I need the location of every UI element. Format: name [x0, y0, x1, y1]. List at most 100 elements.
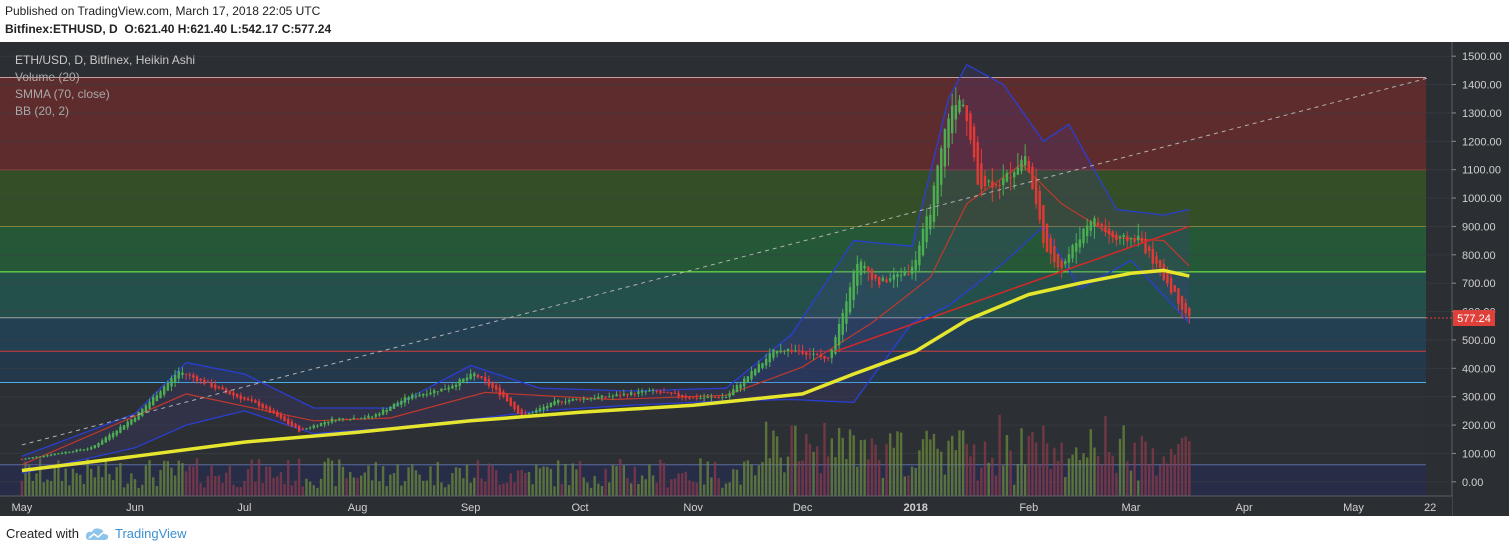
volume-bar	[670, 479, 673, 496]
candle-body	[480, 376, 483, 378]
volume-bar	[122, 487, 126, 496]
volume-bar	[794, 425, 797, 496]
volume-bar	[170, 467, 173, 496]
candle-body	[1005, 172, 1009, 182]
candle-body	[170, 378, 173, 387]
candle-body	[1122, 234, 1125, 237]
volume-bar	[619, 458, 622, 496]
volume-bar	[246, 469, 250, 496]
candle-body	[921, 229, 925, 256]
candle-body	[1104, 225, 1107, 232]
volume-bar	[188, 464, 191, 496]
candle-body	[1023, 156, 1027, 166]
candle-body	[546, 405, 549, 409]
volume-bar	[294, 480, 297, 496]
candle-body	[524, 413, 527, 415]
volume-bar	[411, 464, 414, 496]
candle-body	[152, 396, 155, 406]
candle-body	[312, 425, 315, 429]
tradingview-cloud-icon[interactable]	[85, 527, 109, 541]
volume-bar	[867, 459, 870, 496]
volume-bar	[513, 482, 516, 496]
candle-body	[1056, 254, 1060, 268]
candle-body	[542, 406, 545, 410]
volume-bar	[79, 474, 82, 496]
volume-bar	[958, 430, 961, 496]
volume-bar	[312, 485, 315, 496]
candle-body	[1158, 259, 1162, 268]
price-axis-panel[interactable]	[1452, 42, 1509, 516]
candle-body	[232, 392, 235, 396]
candle-body	[673, 392, 677, 394]
volume-bar	[681, 473, 684, 496]
volume-bar	[611, 465, 615, 496]
volume-bar	[49, 481, 53, 496]
candle-body	[334, 420, 337, 422]
candle-body	[272, 410, 275, 414]
volume-bar	[166, 461, 170, 496]
candle-body	[498, 387, 502, 396]
volume-bar	[699, 458, 702, 496]
candle-body	[684, 395, 688, 398]
candle-body	[279, 414, 283, 419]
candle-body	[46, 455, 49, 457]
volume-bar	[626, 477, 629, 496]
candle-body	[702, 397, 706, 399]
volume-bar	[1075, 447, 1078, 496]
candle-body	[414, 396, 418, 398]
candle-body	[1013, 172, 1016, 178]
volume-bar	[378, 481, 381, 496]
volume-bar	[86, 458, 89, 496]
volume-bar	[232, 484, 235, 496]
candle-body	[764, 358, 768, 366]
candle-body	[1129, 238, 1133, 240]
volume-bar	[921, 439, 925, 496]
volume-bar	[659, 459, 662, 496]
volume-bar	[141, 484, 144, 496]
candle-body	[1144, 240, 1147, 254]
candle-body	[345, 418, 348, 420]
legend-title: ETH/USD, D, Bitfinex, Heikin Ashi	[15, 53, 195, 67]
volume-bar	[272, 477, 275, 496]
volume-bar	[297, 458, 301, 496]
volume-bar	[910, 466, 914, 496]
candle-body	[1137, 235, 1140, 241]
volume-bar	[732, 469, 735, 496]
candle-body	[976, 141, 979, 185]
candle-body	[1002, 178, 1005, 186]
candle-body	[564, 401, 567, 403]
candle-body	[1085, 225, 1089, 237]
volume-bar	[779, 457, 782, 496]
candle-body	[111, 432, 115, 438]
volume-bar	[1173, 454, 1176, 496]
volume-bar	[206, 476, 210, 496]
candle-body	[987, 180, 990, 182]
candle-body	[713, 397, 717, 399]
volume-bar	[852, 435, 855, 496]
volume-bar	[1013, 484, 1016, 496]
volume-bar	[221, 483, 224, 496]
volume-bar	[137, 487, 140, 496]
candle-body	[192, 374, 195, 378]
price-chart[interactable]: ETH/USD, D, Bitfinex, Heikin Ashi Volume…	[0, 42, 1509, 516]
time-axis-panel[interactable]	[0, 496, 1452, 516]
volume-bar	[268, 466, 272, 496]
candle-body	[688, 396, 691, 399]
candle-body	[805, 352, 808, 356]
volume-bar	[1038, 464, 1041, 496]
candle-body	[243, 397, 246, 400]
candle-body	[608, 396, 611, 398]
candle-body	[691, 397, 695, 399]
candle-body	[852, 271, 855, 300]
volume-bar	[841, 437, 844, 496]
candle-body	[71, 451, 75, 453]
volume-bar	[192, 466, 195, 496]
volume-bar	[586, 482, 589, 496]
tradingview-link[interactable]: TradingView	[114, 526, 187, 541]
candle-body	[246, 398, 250, 401]
volume-bar	[662, 463, 666, 496]
volume-bar	[429, 466, 432, 496]
volume-bar	[458, 468, 461, 496]
volume-bar	[589, 487, 593, 496]
candle-body	[1009, 177, 1012, 179]
